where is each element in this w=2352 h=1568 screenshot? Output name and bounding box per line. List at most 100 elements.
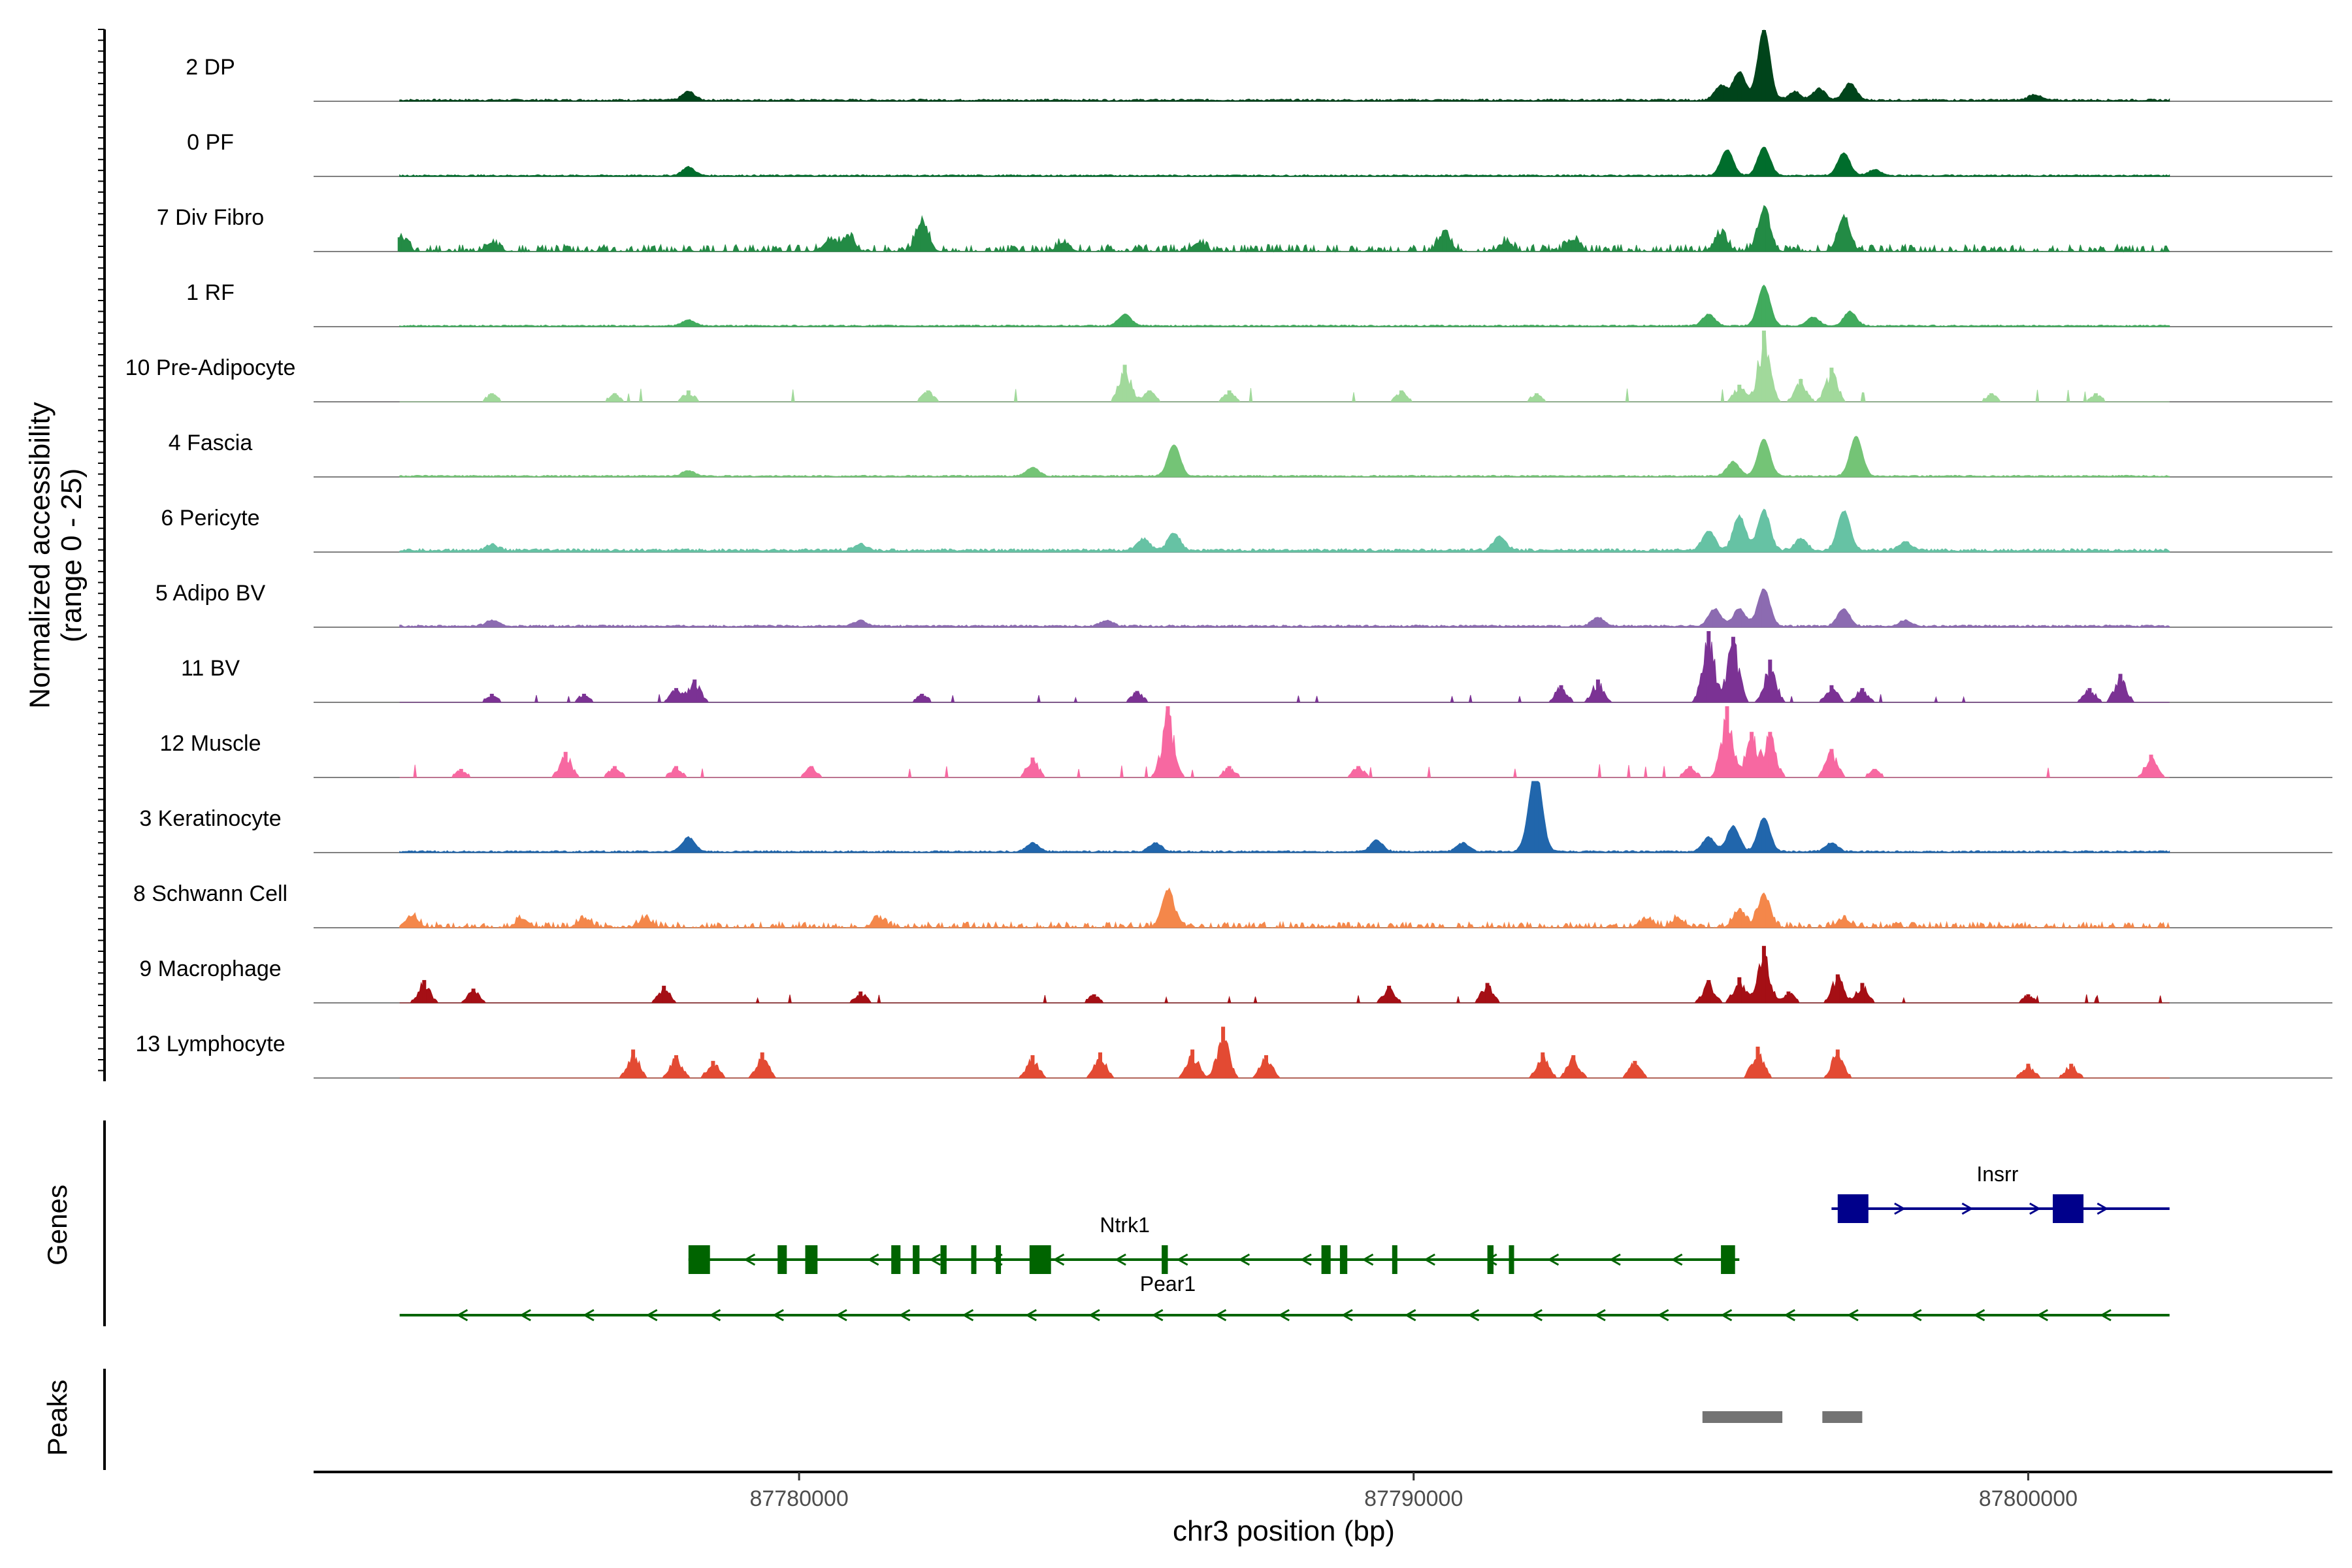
signal-peak [2149, 755, 2153, 777]
signal-peak [1645, 919, 1650, 928]
signal-peak [1104, 621, 1109, 627]
signal-peak [662, 985, 666, 1003]
track-label: 12 Muscle [160, 731, 261, 756]
track-7-div-fibro: 7 Div Fibro [157, 204, 2332, 253]
track-0-pf: 0 PF [187, 130, 2332, 177]
exon [1509, 1245, 1514, 1274]
signal-peak [1399, 390, 1403, 402]
signal-peak [920, 693, 924, 702]
track-signal [399, 887, 2170, 929]
signal-peak [1166, 890, 1170, 928]
track-label: 11 BV [181, 656, 240, 681]
signal-peak [489, 621, 494, 627]
track-signal [399, 707, 2170, 779]
signal-peak [1166, 706, 1170, 777]
signal-peak [2087, 688, 2092, 702]
track-4-fascia: 4 Fascia [169, 431, 2332, 478]
signal-peak [920, 223, 924, 252]
peak-region [1822, 1411, 1863, 1423]
track-label: 6 Pericyte [161, 506, 259, 531]
track-label: 4 Fascia [169, 431, 253, 455]
signal-peak [1534, 393, 1539, 402]
y-axis-ticks [98, 29, 105, 1071]
track-signal [399, 284, 2170, 327]
signal-peak [1707, 315, 1711, 327]
strand-arrow [1278, 1309, 1290, 1322]
signal-peak [1707, 532, 1711, 552]
signal-peak [1829, 367, 1834, 402]
strand-arrow [519, 1309, 531, 1322]
gene-insrr: Insrr [1831, 1162, 2170, 1223]
track-3-keratinocyte: 3 Keratinocyte [139, 781, 2332, 853]
signal-peak [1442, 234, 1446, 252]
signal-peak [686, 92, 691, 101]
signal-peak [489, 242, 494, 252]
signal-peak [471, 988, 476, 1003]
gene-ntrk1: Ntrk1 [688, 1213, 1740, 1274]
strand-arrow [1973, 1309, 1985, 1322]
signal-peak [1737, 910, 1742, 928]
track-signal [399, 146, 2170, 177]
signal-peak [489, 393, 494, 402]
signal-peak [686, 838, 691, 853]
signal-peak [563, 751, 568, 777]
signal-peak [1595, 618, 1600, 627]
exon [2053, 1194, 2083, 1223]
y-axis-title-line: Normalized accessibility [24, 402, 56, 708]
track-label: 8 Schwann Cell [133, 881, 287, 906]
signal-peak [1761, 148, 1766, 176]
signal-peak [686, 390, 691, 402]
track-10-pre-adipocyte: 10 Pre-Adipocyte [125, 331, 2332, 403]
signal-peak [1485, 983, 1490, 1003]
exon [940, 1245, 947, 1274]
signal-peak [1817, 90, 1821, 101]
signal-peak [1756, 1047, 1760, 1078]
signal-peak [1829, 685, 1834, 702]
signal-peak [1092, 994, 1096, 1003]
track-signal [399, 636, 2170, 703]
signal-peak [693, 679, 697, 702]
signal-peak [1835, 1049, 1840, 1078]
signal-peak [1761, 287, 1766, 327]
signal-peak [1860, 983, 1865, 1003]
signal-peak [1725, 150, 1729, 176]
strand-arrow [1151, 1309, 1164, 1322]
track-signal [399, 436, 2170, 478]
signal-peak [410, 916, 414, 928]
exon [1339, 1245, 1348, 1274]
signal-peak [926, 390, 930, 402]
accessibility-tracks: 2 DP 0 PF 7 Div Fibro 1 RF 10 Pre-Adipocyte 4… [125, 29, 2332, 1079]
signal-peak [1387, 985, 1392, 1003]
strand-arrow [1362, 1253, 1374, 1266]
strand-arrow [1894, 1202, 1906, 1215]
signal-peak [1842, 154, 1846, 176]
signal-peak [2069, 1064, 2074, 1078]
track-6-pericyte: 6 Pericyte [161, 506, 2332, 553]
signal-peak [1356, 766, 1361, 777]
y-axis: Normalized accessibility(range 0 - 25) [24, 29, 106, 1081]
x-axis-ticks: 87780000 87790000 87800000 [749, 1472, 2078, 1511]
signal-peak [1848, 312, 1852, 327]
signal-peak [1737, 610, 1742, 627]
signal-peak [2093, 393, 2098, 402]
strand-arrow [962, 1309, 974, 1322]
signal-peak [1768, 659, 1772, 702]
signal-peak [1737, 384, 1742, 402]
signal-peak [1221, 1026, 1226, 1078]
signal-peak [686, 321, 691, 327]
signal-peak [1848, 84, 1852, 101]
signal-peak [1737, 977, 1742, 1003]
x-tick-label: 87800000 [1979, 1486, 2078, 1511]
signal-peak [631, 1049, 636, 1078]
exon [891, 1245, 901, 1274]
strand-arrow [1215, 1309, 1227, 1322]
strand-arrow [1341, 1309, 1353, 1322]
strand-arrow [1025, 1309, 1037, 1322]
track-12-muscle: 12 Muscle [160, 706, 2332, 779]
track-11-bv: 11 BV [181, 631, 2332, 703]
signal-peak [1842, 512, 1846, 552]
strand-arrow [1547, 1253, 1560, 1266]
signal-peak [1872, 171, 1877, 176]
x-axis: 87780000 87790000 87800000 chr3 position (… [314, 1471, 2332, 1547]
